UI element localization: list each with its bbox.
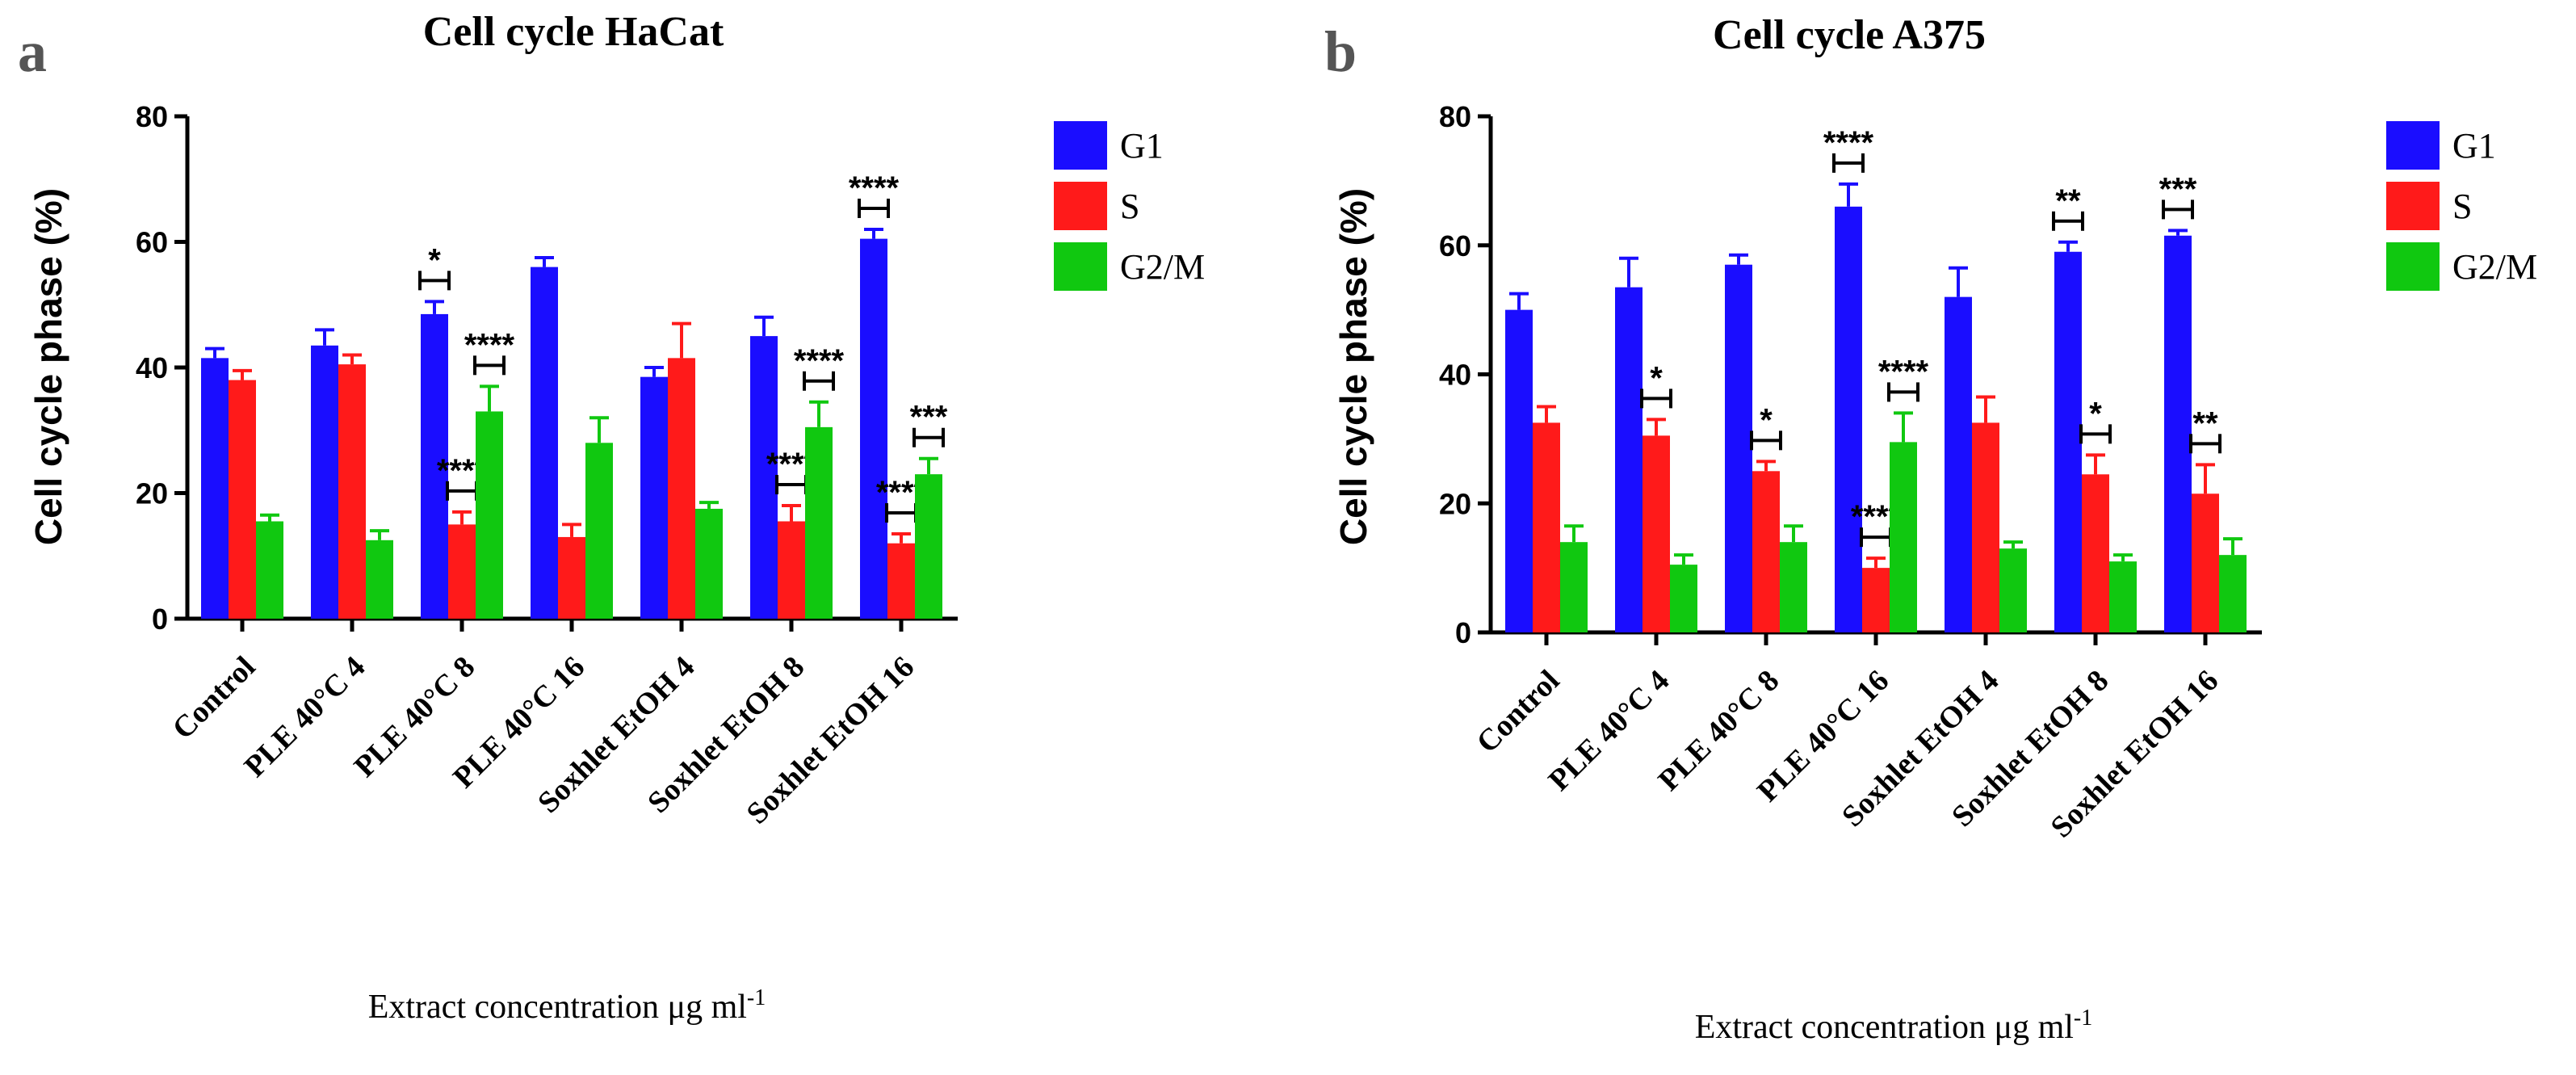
bar: [887, 543, 915, 619]
legend-swatch: [1054, 121, 1107, 170]
significance-label: *: [428, 242, 441, 278]
bar: [448, 524, 476, 619]
legend-swatch: [2386, 121, 2440, 170]
bar: [668, 358, 695, 619]
bar: [558, 536, 585, 619]
panel-b-title: Cell cycle A375: [1713, 12, 1986, 58]
y-tick-label: 0: [152, 603, 168, 636]
y-tick-label: 60: [136, 226, 168, 259]
bar: [1835, 206, 1862, 632]
bar: [366, 540, 393, 619]
bar: [1505, 309, 1533, 632]
significance-label: ****: [849, 170, 900, 206]
bar: [1725, 264, 1752, 632]
panel-a-title: Cell cycle HaCat: [423, 9, 724, 55]
bar: [1670, 565, 1697, 632]
panel-b-xlabel: Extract concentration μg ml-1: [1695, 1006, 2093, 1046]
bar: [1560, 542, 1588, 632]
legend-label: S: [1120, 187, 1139, 226]
legend-label: G2/M: [1120, 247, 1205, 287]
significance-label: *: [1760, 402, 1773, 438]
bar: [750, 336, 778, 619]
bar: [229, 380, 256, 619]
bar: [531, 267, 558, 619]
legend-label: G1: [2452, 126, 2496, 166]
significance-label: ****: [794, 343, 845, 379]
y-tick-label: 40: [136, 351, 168, 384]
legend-swatch: [1054, 242, 1107, 291]
panel-b-xlabel-sup: -1: [2074, 1006, 2092, 1031]
panel-a-xlabel-sup: -1: [747, 985, 766, 1010]
bar: [695, 508, 723, 619]
y-tick-label: 40: [1439, 359, 1471, 392]
bar: [915, 474, 942, 619]
bar: [256, 521, 283, 619]
bar: [2164, 235, 2192, 632]
panel-a-xlabel: Extract concentration μg ml-1: [368, 985, 766, 1026]
panel-a-letter: a: [18, 19, 47, 84]
significance-label: **: [2055, 183, 2081, 219]
bar: [476, 411, 503, 619]
y-tick-label: 20: [136, 477, 168, 510]
bar: [1533, 422, 1560, 632]
legend-swatch: [2386, 242, 2440, 291]
significance-label: *: [1650, 360, 1663, 396]
bar: [2219, 555, 2247, 632]
bar: [338, 364, 366, 619]
panel-a-ylabel: Cell cycle phase (%): [27, 188, 69, 545]
bar: [640, 376, 668, 619]
bar: [2054, 251, 2082, 632]
bar: [1945, 296, 1972, 632]
y-tick-label: 80: [1439, 100, 1471, 133]
bar: [805, 426, 833, 619]
panel-b-ylabel: Cell cycle phase (%): [1332, 188, 1374, 545]
panel-a-xlabel-main: Extract concentration μg ml: [368, 989, 747, 1026]
legend-swatch: [1054, 182, 1107, 230]
bar: [585, 443, 613, 619]
bar: [2082, 474, 2109, 632]
bar: [1643, 435, 1670, 632]
bar: [2109, 561, 2137, 632]
legend-label: G2/M: [2452, 247, 2537, 287]
bar: [860, 238, 887, 619]
significance-label: *: [2089, 396, 2102, 431]
legend-label: G1: [1120, 126, 1164, 166]
significance-label: ****: [464, 327, 515, 363]
x-tick-label: Control: [166, 650, 262, 746]
y-tick-label: 80: [136, 100, 168, 133]
bar: [1615, 287, 1643, 632]
legend-label: S: [2452, 187, 2472, 226]
bar: [1862, 568, 1890, 632]
bar: [778, 521, 805, 619]
y-tick-label: 20: [1439, 487, 1471, 520]
y-tick-label: 0: [1455, 616, 1471, 649]
bar: [201, 358, 229, 619]
bar: [2192, 493, 2219, 632]
legend-swatch: [2386, 182, 2440, 230]
bar: [1999, 548, 2027, 632]
panel-b-letter: b: [1324, 19, 1357, 84]
y-tick-label: 60: [1439, 229, 1471, 262]
bar: [421, 313, 448, 619]
significance-label: ****: [1878, 354, 1929, 389]
bar: [1752, 471, 1780, 632]
bar: [1780, 542, 1807, 632]
significance-label: **: [2192, 405, 2218, 441]
significance-label: ****: [1823, 125, 1874, 161]
bar: [1972, 422, 1999, 632]
significance-label: ***: [2159, 171, 2197, 207]
bar: [1890, 442, 1917, 632]
significance-label: ***: [910, 400, 948, 435]
bar: [311, 345, 338, 619]
x-tick-label: Control: [1471, 664, 1567, 760]
panel-b-xlabel-main: Extract concentration μg ml: [1695, 1009, 2074, 1046]
